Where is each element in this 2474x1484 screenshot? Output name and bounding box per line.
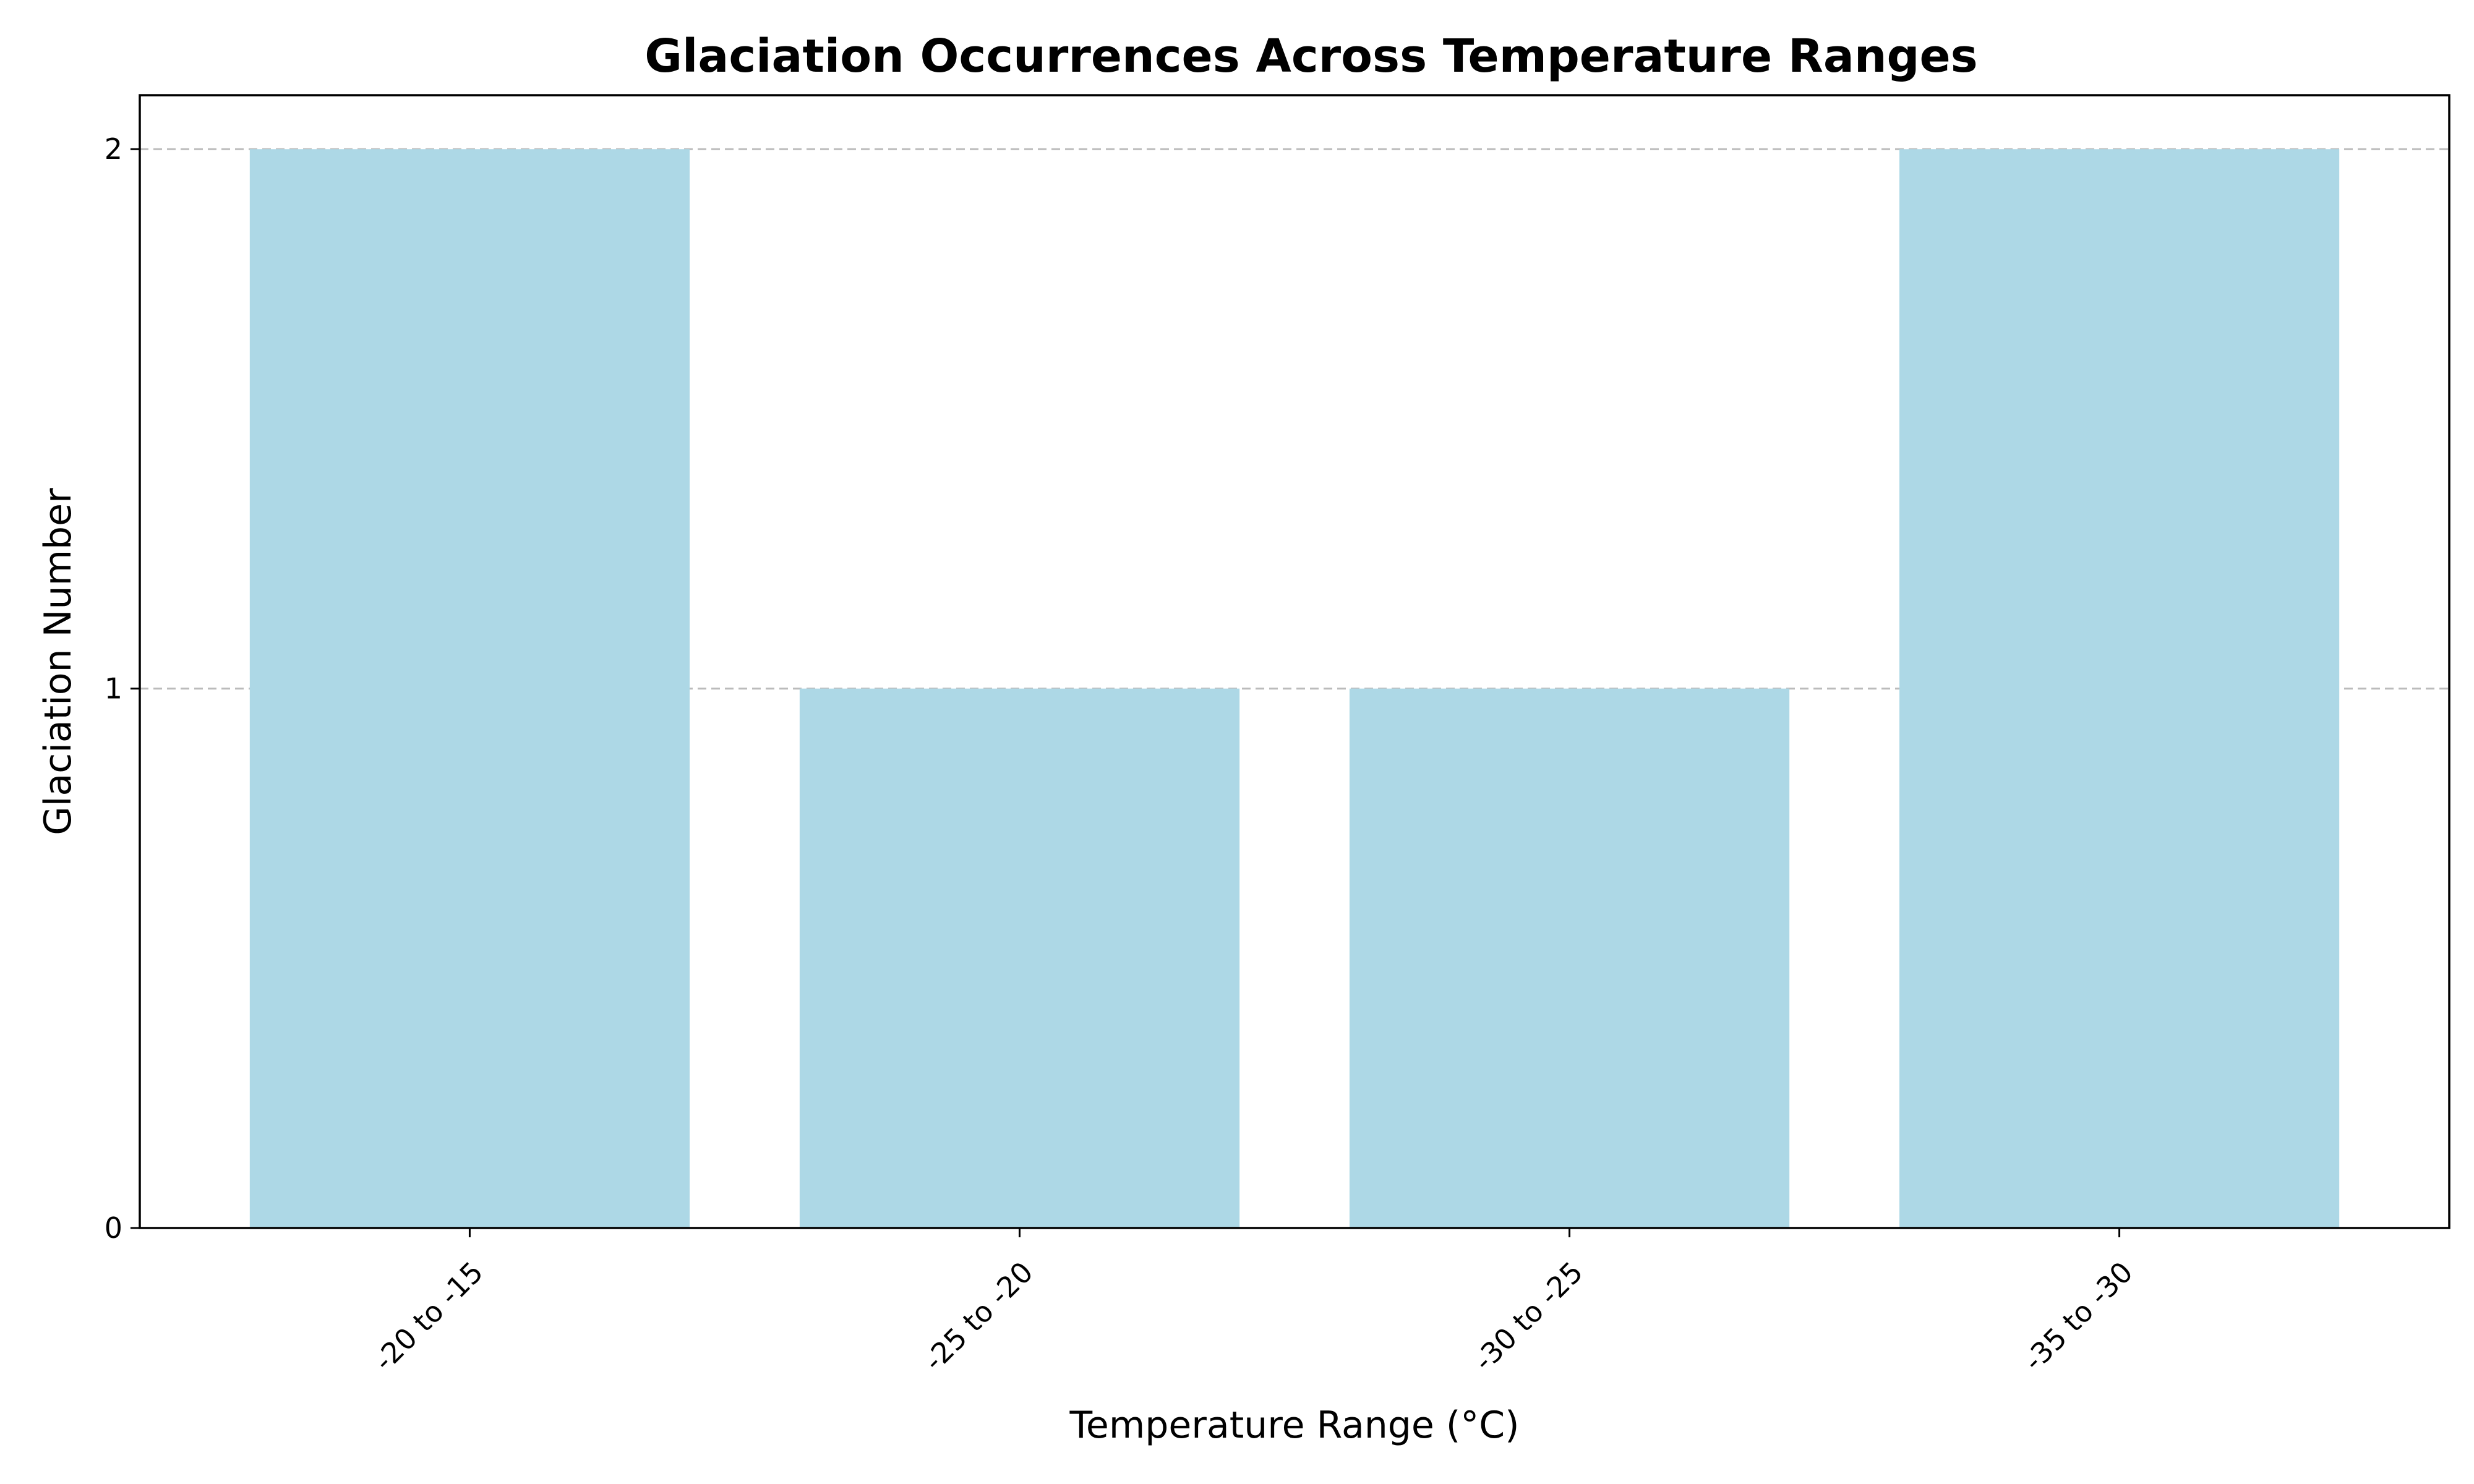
bar-0	[249, 149, 690, 1229]
bars	[249, 149, 2340, 1229]
y-tick-label-2: 2	[105, 132, 122, 166]
x-axis-label: Temperature Range (°C)	[1069, 1404, 1519, 1447]
bar-1	[799, 688, 1240, 1228]
bar-2	[1349, 688, 1790, 1228]
plot-frame	[139, 94, 2450, 1229]
y-tick-label-1: 1	[105, 672, 122, 706]
bar-3	[1899, 149, 2340, 1229]
y-axis-label: Glaciation Number	[36, 488, 80, 835]
chart-title: Glaciation Occurrences Across Temperatur…	[644, 30, 1977, 83]
y-tick-label-0: 0	[105, 1211, 122, 1245]
y-axis-ticks: 0 1 2	[105, 132, 140, 1245]
